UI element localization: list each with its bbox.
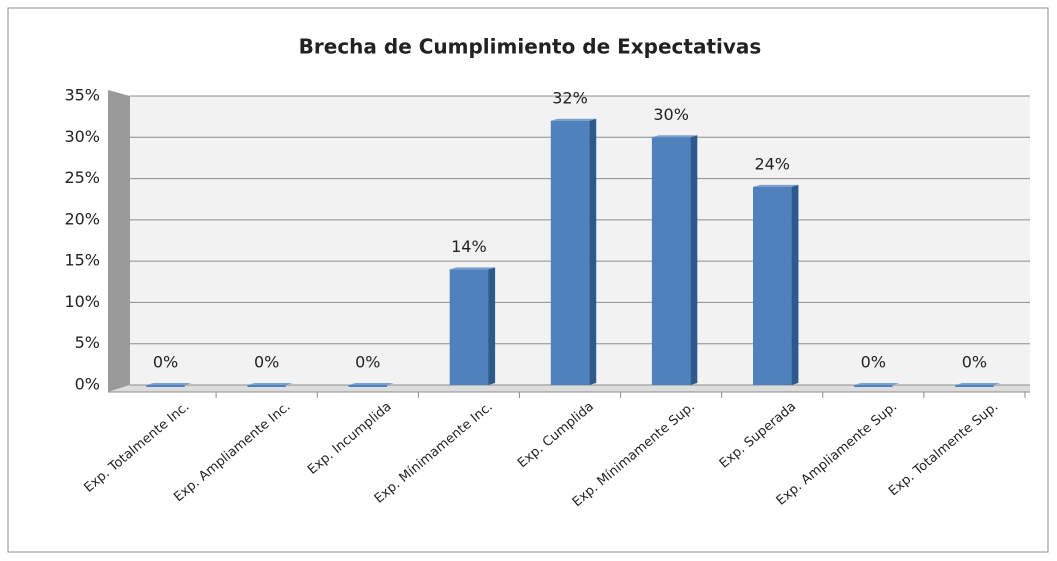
bar — [753, 186, 792, 385]
bar-side — [488, 267, 496, 385]
floor — [108, 385, 1030, 392]
bar — [854, 385, 893, 387]
bar-top — [955, 383, 1001, 385]
data-label: 0% — [153, 353, 178, 372]
bar — [449, 269, 489, 385]
bar-top — [146, 383, 192, 385]
y-tick-label: 30% — [64, 127, 100, 146]
chart-title: Brecha de Cumplimiento de Expectativas — [299, 35, 762, 59]
data-label: 14% — [451, 237, 487, 256]
bar — [146, 385, 185, 387]
bar-side — [791, 184, 799, 385]
bar — [550, 120, 590, 386]
side-wall — [108, 90, 130, 392]
bar — [955, 385, 994, 387]
y-tick-label: 0% — [75, 375, 100, 394]
bar-top — [247, 383, 293, 385]
data-label: 0% — [254, 353, 279, 372]
bar — [651, 137, 691, 385]
bar-top — [651, 135, 698, 138]
y-tick-label: 20% — [64, 209, 100, 228]
data-label: 0% — [962, 353, 987, 372]
bar — [348, 385, 387, 387]
bar-side — [589, 118, 597, 386]
data-label: 0% — [355, 353, 380, 372]
data-label: 30% — [653, 105, 689, 124]
bar-top — [854, 383, 900, 385]
y-tick-label: 25% — [64, 168, 100, 187]
data-label: 32% — [552, 88, 588, 107]
bar-top — [449, 267, 496, 270]
y-tick-label: 5% — [75, 333, 100, 352]
y-tick-label: 15% — [64, 251, 100, 270]
bar-top — [348, 383, 394, 385]
bar-side — [690, 135, 698, 385]
bar-top — [753, 184, 799, 187]
bar — [247, 385, 286, 387]
y-tick-label: 10% — [64, 292, 100, 311]
bar-top — [550, 118, 597, 121]
data-label: 0% — [861, 353, 886, 372]
y-tick-label: 35% — [64, 86, 100, 105]
data-label: 24% — [754, 154, 790, 173]
